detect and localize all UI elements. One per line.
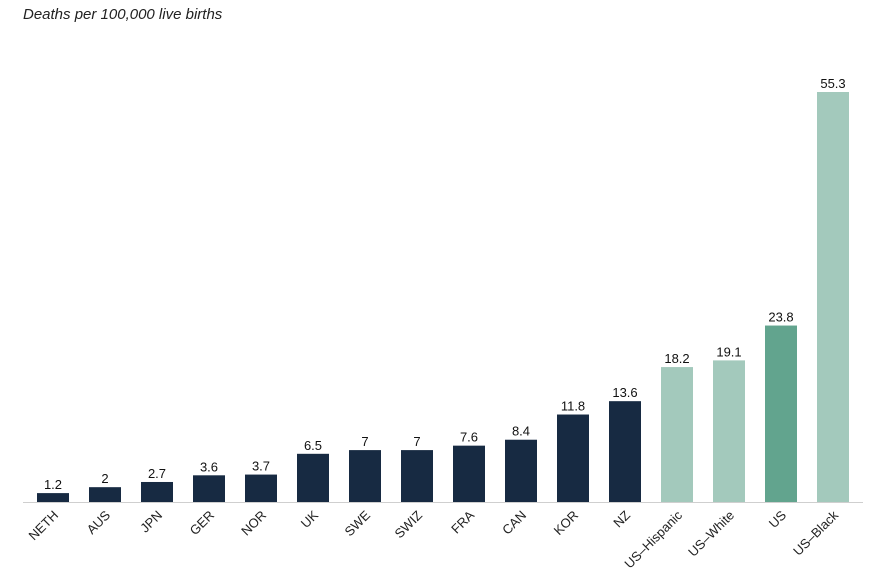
y-axis-label: Deaths per 100,000 live births xyxy=(23,6,223,23)
bar-us-white xyxy=(713,360,745,502)
category-label: US–Black xyxy=(790,507,841,558)
category-label: NOR xyxy=(238,508,269,539)
category-label: UK xyxy=(298,507,322,531)
category-label: SWE xyxy=(342,507,374,539)
category-labels-group: NETH AUS JPN GER NOR UK SWE SWIZ FRA CAN KOR NZUS–H… xyxy=(25,507,841,571)
value-label: 55.3 xyxy=(820,76,845,91)
category-label: SWIZ xyxy=(392,507,426,541)
value-label: 7 xyxy=(361,434,368,449)
value-label: 8.4 xyxy=(512,424,530,439)
category-label: NETH xyxy=(25,508,61,544)
bar-can xyxy=(505,439,537,502)
bars-group xyxy=(37,92,849,502)
bar-us xyxy=(765,325,797,502)
bar-swiz xyxy=(401,450,433,502)
bar-aus xyxy=(89,487,121,502)
value-label: 7.6 xyxy=(460,430,478,445)
value-label: 7 xyxy=(413,434,420,449)
category-label: KOR xyxy=(551,508,582,539)
category-label: GER xyxy=(187,508,218,539)
value-label: 13.6 xyxy=(612,385,637,400)
bar-nor xyxy=(245,474,277,502)
bar-neth xyxy=(37,493,69,502)
category-label: CAN xyxy=(499,508,529,538)
bar-uk xyxy=(297,453,329,502)
value-label: 2 xyxy=(101,471,108,486)
value-label: 11.8 xyxy=(561,399,585,414)
value-label: 18.2 xyxy=(664,351,689,366)
bar-swe xyxy=(349,450,381,502)
value-label: 6.5 xyxy=(304,438,322,453)
bar-ger xyxy=(193,475,225,502)
value-label: 3.7 xyxy=(252,459,270,474)
value-label: 2.7 xyxy=(148,466,166,481)
value-label: 23.8 xyxy=(768,310,793,325)
category-label: FRA xyxy=(448,507,477,536)
bar-jpn xyxy=(141,481,173,502)
value-label: 3.6 xyxy=(200,459,218,474)
value-labels-group: 1.2 2 2.7 3.6 3.7 6.5 7 7 7.6 8.4 11.8 13.6 18.2 19.1… xyxy=(44,76,846,492)
value-label: 1.2 xyxy=(44,477,62,492)
bar-fra xyxy=(453,445,485,502)
category-label: JPN xyxy=(137,508,165,536)
category-label: US xyxy=(766,507,790,531)
category-label: NZ xyxy=(610,507,633,530)
category-label: US–White xyxy=(685,508,737,560)
category-label: AUS xyxy=(84,507,114,537)
bar-us-black xyxy=(817,92,849,502)
bar-kor xyxy=(557,414,589,502)
value-label: 19.1 xyxy=(716,344,741,359)
bar-us-hispanic xyxy=(661,367,693,502)
bar-nz xyxy=(609,401,641,502)
